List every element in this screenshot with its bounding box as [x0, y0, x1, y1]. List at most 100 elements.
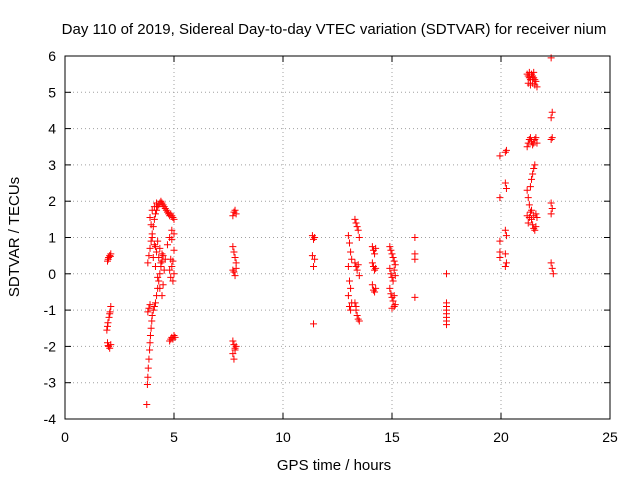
- y-tick-label: 6: [48, 48, 56, 64]
- data-point: [151, 210, 159, 218]
- data-point: [144, 373, 152, 381]
- data-point: [502, 146, 510, 154]
- data-point: [146, 214, 154, 222]
- data-point: [525, 201, 533, 209]
- data-point: [354, 226, 362, 234]
- data-point: [548, 108, 556, 116]
- data-point: [387, 270, 395, 278]
- x-tick-label: 25: [602, 429, 618, 445]
- x-tick-label: 5: [170, 429, 178, 445]
- data-point: [170, 230, 178, 238]
- data-point: [351, 215, 359, 223]
- data-point: [531, 226, 539, 234]
- data-point: [501, 250, 509, 258]
- data-point: [353, 223, 361, 231]
- data-point: [354, 315, 362, 323]
- data-point: [530, 68, 538, 76]
- data-point: [548, 204, 556, 212]
- data-point: [106, 252, 114, 260]
- data-point: [352, 302, 360, 310]
- data-point: [232, 342, 240, 350]
- data-point: [372, 284, 380, 292]
- data-point: [146, 346, 154, 354]
- data-point: [523, 186, 531, 194]
- data-point: [169, 214, 177, 222]
- data-point: [171, 333, 179, 341]
- data-point: [231, 253, 239, 261]
- data-point: [389, 253, 397, 261]
- data-point: [166, 337, 174, 345]
- data-point: [547, 199, 555, 207]
- data-point: [105, 313, 113, 321]
- data-point: [549, 270, 557, 278]
- data-point: [502, 259, 510, 267]
- data-point: [230, 355, 238, 363]
- data-point: [372, 244, 380, 252]
- data-point: [347, 284, 355, 292]
- data-point: [529, 141, 537, 149]
- data-point: [344, 292, 352, 300]
- data-point: [145, 304, 153, 312]
- data-point: [530, 165, 538, 173]
- data-point: [163, 241, 171, 249]
- data-point: [354, 261, 362, 269]
- data-point: [167, 255, 175, 263]
- data-point: [345, 302, 353, 310]
- data-point: [345, 239, 353, 247]
- data-point: [232, 264, 240, 272]
- data-point: [529, 170, 537, 178]
- data-point: [372, 264, 380, 272]
- y-axis-ticks: -4 -3 -2 -1 0 1 2 3 4 5 6: [44, 48, 610, 427]
- data-point: [156, 270, 164, 278]
- data-point: [143, 400, 151, 408]
- data-point: [159, 252, 167, 260]
- data-point: [147, 221, 155, 229]
- data-point: [308, 252, 316, 260]
- data-point: [368, 243, 376, 251]
- data-point: [548, 264, 556, 272]
- data-point: [547, 114, 555, 122]
- data-point: [148, 234, 156, 241]
- data-point: [389, 277, 397, 285]
- data-point: [355, 234, 363, 241]
- data-point: [167, 210, 175, 218]
- data-point: [353, 312, 361, 320]
- data-point: [150, 302, 158, 310]
- data-point: [443, 270, 450, 278]
- data-point: [528, 175, 536, 183]
- data-point: [533, 83, 541, 91]
- data-point: [166, 266, 174, 274]
- data-point: [160, 203, 168, 211]
- data-point: [371, 266, 379, 274]
- y-tick-label: 2: [48, 193, 56, 209]
- data-point: [151, 299, 159, 307]
- x-tick-label: 0: [61, 429, 69, 445]
- data-point: [390, 266, 398, 274]
- data-point: [344, 232, 352, 240]
- data-point: [547, 54, 555, 62]
- data-point: [156, 244, 164, 252]
- data-point: [310, 320, 318, 328]
- data-point: [502, 232, 510, 240]
- data-point: [106, 310, 114, 318]
- data-point: [170, 246, 178, 254]
- y-tick-label: 0: [48, 266, 56, 282]
- data-point: [387, 246, 395, 254]
- data-point: [368, 281, 376, 289]
- data-point: [530, 212, 538, 220]
- data-point: [390, 257, 398, 265]
- data-point: [352, 219, 360, 227]
- data-point: [159, 201, 167, 209]
- data-point: [147, 237, 155, 245]
- data-point: [154, 237, 162, 245]
- y-tick-label: -4: [44, 411, 57, 427]
- data-point: [161, 204, 169, 212]
- data-point: [547, 259, 555, 267]
- y-tick-label: -3: [44, 375, 57, 391]
- data-point: [310, 235, 318, 243]
- data-point: [391, 261, 399, 269]
- data-point: [529, 72, 537, 80]
- data-point: [548, 134, 556, 142]
- data-point: [229, 243, 237, 251]
- data-point: [523, 143, 531, 151]
